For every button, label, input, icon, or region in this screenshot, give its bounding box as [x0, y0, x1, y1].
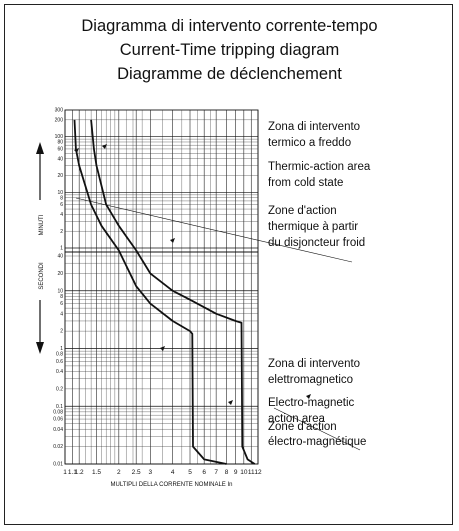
- y-tick-label-min: 80: [57, 140, 63, 146]
- annotation-text: Thermic-action area: [268, 161, 371, 173]
- x-tick-label: 6: [202, 469, 206, 476]
- leader-line-thermal: [75, 197, 353, 263]
- chart-grid: 1 1.11.2 1.5 2 2.5 3 4 5 6 7 8 9 10 11 123002001008060…: [53, 108, 262, 476]
- annotation-text: Zona di intervento: [268, 121, 360, 133]
- y-tick-label-sec: 0.1: [56, 404, 63, 410]
- annotation-text: Zona di intervento: [268, 358, 360, 370]
- y-tick-label-sec: 0.04: [53, 427, 63, 433]
- y-tick-label-sec: 4: [60, 311, 63, 317]
- x-tick-label: 12: [254, 469, 262, 476]
- y-tick-label-min: 8: [60, 195, 63, 201]
- y-tick-label-sec: 0.4: [56, 369, 63, 375]
- plot-border: [64, 109, 259, 465]
- curve-arrow-mark: [228, 400, 233, 405]
- chart-curves: [73, 119, 311, 465]
- annotation-text: action area: [268, 413, 326, 425]
- minutes-arrow-head: [36, 142, 44, 154]
- x-tick-label: 10: [240, 469, 248, 476]
- trip-curve-2: [90, 119, 256, 465]
- title-block: Diagramma di intervento corrente-tempo C…: [0, 14, 459, 86]
- x-tick-label: 7: [214, 469, 218, 476]
- annotation-texts: Zona di intervento termico a freddo Thermi…: [268, 121, 371, 448]
- y-tick-label-sec: 1: [60, 346, 63, 352]
- x-tick-label: 1.1: [68, 469, 77, 476]
- title-french: Diagramme de déclenchement: [117, 65, 342, 83]
- y-tick-label-sec: 0.02: [53, 444, 63, 450]
- curve-arrow-mark: [74, 148, 79, 153]
- annotation-text: Zone d'action: [268, 421, 337, 433]
- y-tick-label-min: 6: [60, 202, 63, 208]
- annotation-text: du disjoncteur froid: [268, 237, 365, 249]
- y-tick-label-sec: 0.8: [56, 352, 63, 358]
- x-tick-label: 2: [117, 469, 121, 476]
- annotation-leaders: [75, 197, 361, 451]
- diagram-frame: [4, 4, 453, 525]
- x-tick-label: 1: [63, 469, 67, 476]
- y-tick-label-min: 200: [55, 117, 64, 123]
- x-axis-label: MULTIPLI DELLA CORRENTE NOMINALE In: [111, 482, 233, 488]
- y-tick-label-sec: 8: [60, 294, 63, 300]
- y-label-seconds: SECONDI: [39, 262, 45, 290]
- y-tick-label-min: 300: [55, 108, 64, 114]
- annotation-text: from cold state: [268, 177, 343, 189]
- title-italian: Diagramma di intervento corrente-tempo: [81, 17, 378, 35]
- curve-arrow-mark: [170, 238, 175, 243]
- y-tick-label-sec: 0.06: [53, 417, 63, 423]
- annotation-text: termico a freddo: [268, 137, 351, 149]
- y-tick-label-sec: 10: [57, 288, 63, 294]
- curve-arrow-mark: [102, 144, 107, 149]
- y-tick-label-min: 4: [60, 212, 63, 218]
- annotation-text: thermique à partir: [268, 221, 358, 233]
- x-tick-label: 1.2: [75, 469, 84, 476]
- curve-arrow-mark: [160, 346, 165, 351]
- y-tick-label-sec: 40: [57, 254, 63, 260]
- seconds-arrow-head: [36, 342, 44, 354]
- y-tick-label-sec: 0.2: [56, 386, 63, 392]
- y-tick-label-min: 10: [57, 190, 63, 196]
- leader-line-electromagnetic: [273, 407, 361, 451]
- y-label-minutes: MINUTI: [39, 214, 45, 235]
- curve-arrow-mark: [306, 394, 311, 399]
- y-tick-label-sec: 0.01: [53, 462, 63, 468]
- annotation-text: Electro-magnetic: [268, 397, 355, 409]
- annotation-text: Zone d'action: [268, 205, 337, 217]
- y-tick-label-min: 60: [57, 147, 63, 153]
- axis-labels: MINUTI SECONDI MULTIPLI DELLA CORRENTE NOM…: [36, 142, 232, 488]
- x-tick-label: 5: [188, 469, 192, 476]
- trip-curve-1: [73, 119, 227, 465]
- y-tick-label-sec: 2: [60, 329, 63, 335]
- x-tick-label: 3: [149, 469, 153, 476]
- x-tick-label: 11: [248, 469, 255, 476]
- x-tick-label: 9: [234, 469, 238, 476]
- x-tick-label: 1.5: [92, 469, 101, 476]
- annotation-text: électro-magnétique: [268, 436, 366, 448]
- y-tick-label-sec: 20: [57, 271, 63, 277]
- y-tick-label-min: 20: [57, 173, 63, 179]
- title-english: Current-Time tripping diagram: [119, 41, 340, 59]
- y-tick-label-min: 1: [60, 246, 63, 252]
- y-tick-label-min: 2: [60, 229, 63, 235]
- annotation-text: elettromagnetico: [268, 374, 353, 386]
- y-tick-label-sec: 0.6: [56, 359, 63, 365]
- x-tick-label: 2.5: [132, 469, 141, 476]
- y-tick-label-sec: 6: [60, 301, 63, 307]
- y-tick-label-min: 100: [55, 134, 64, 140]
- y-tick-label-min: 40: [57, 156, 63, 162]
- y-tick-label-sec: 0.08: [53, 409, 63, 415]
- x-tick-label: 4: [171, 469, 175, 476]
- x-tick-label: 8: [225, 469, 229, 476]
